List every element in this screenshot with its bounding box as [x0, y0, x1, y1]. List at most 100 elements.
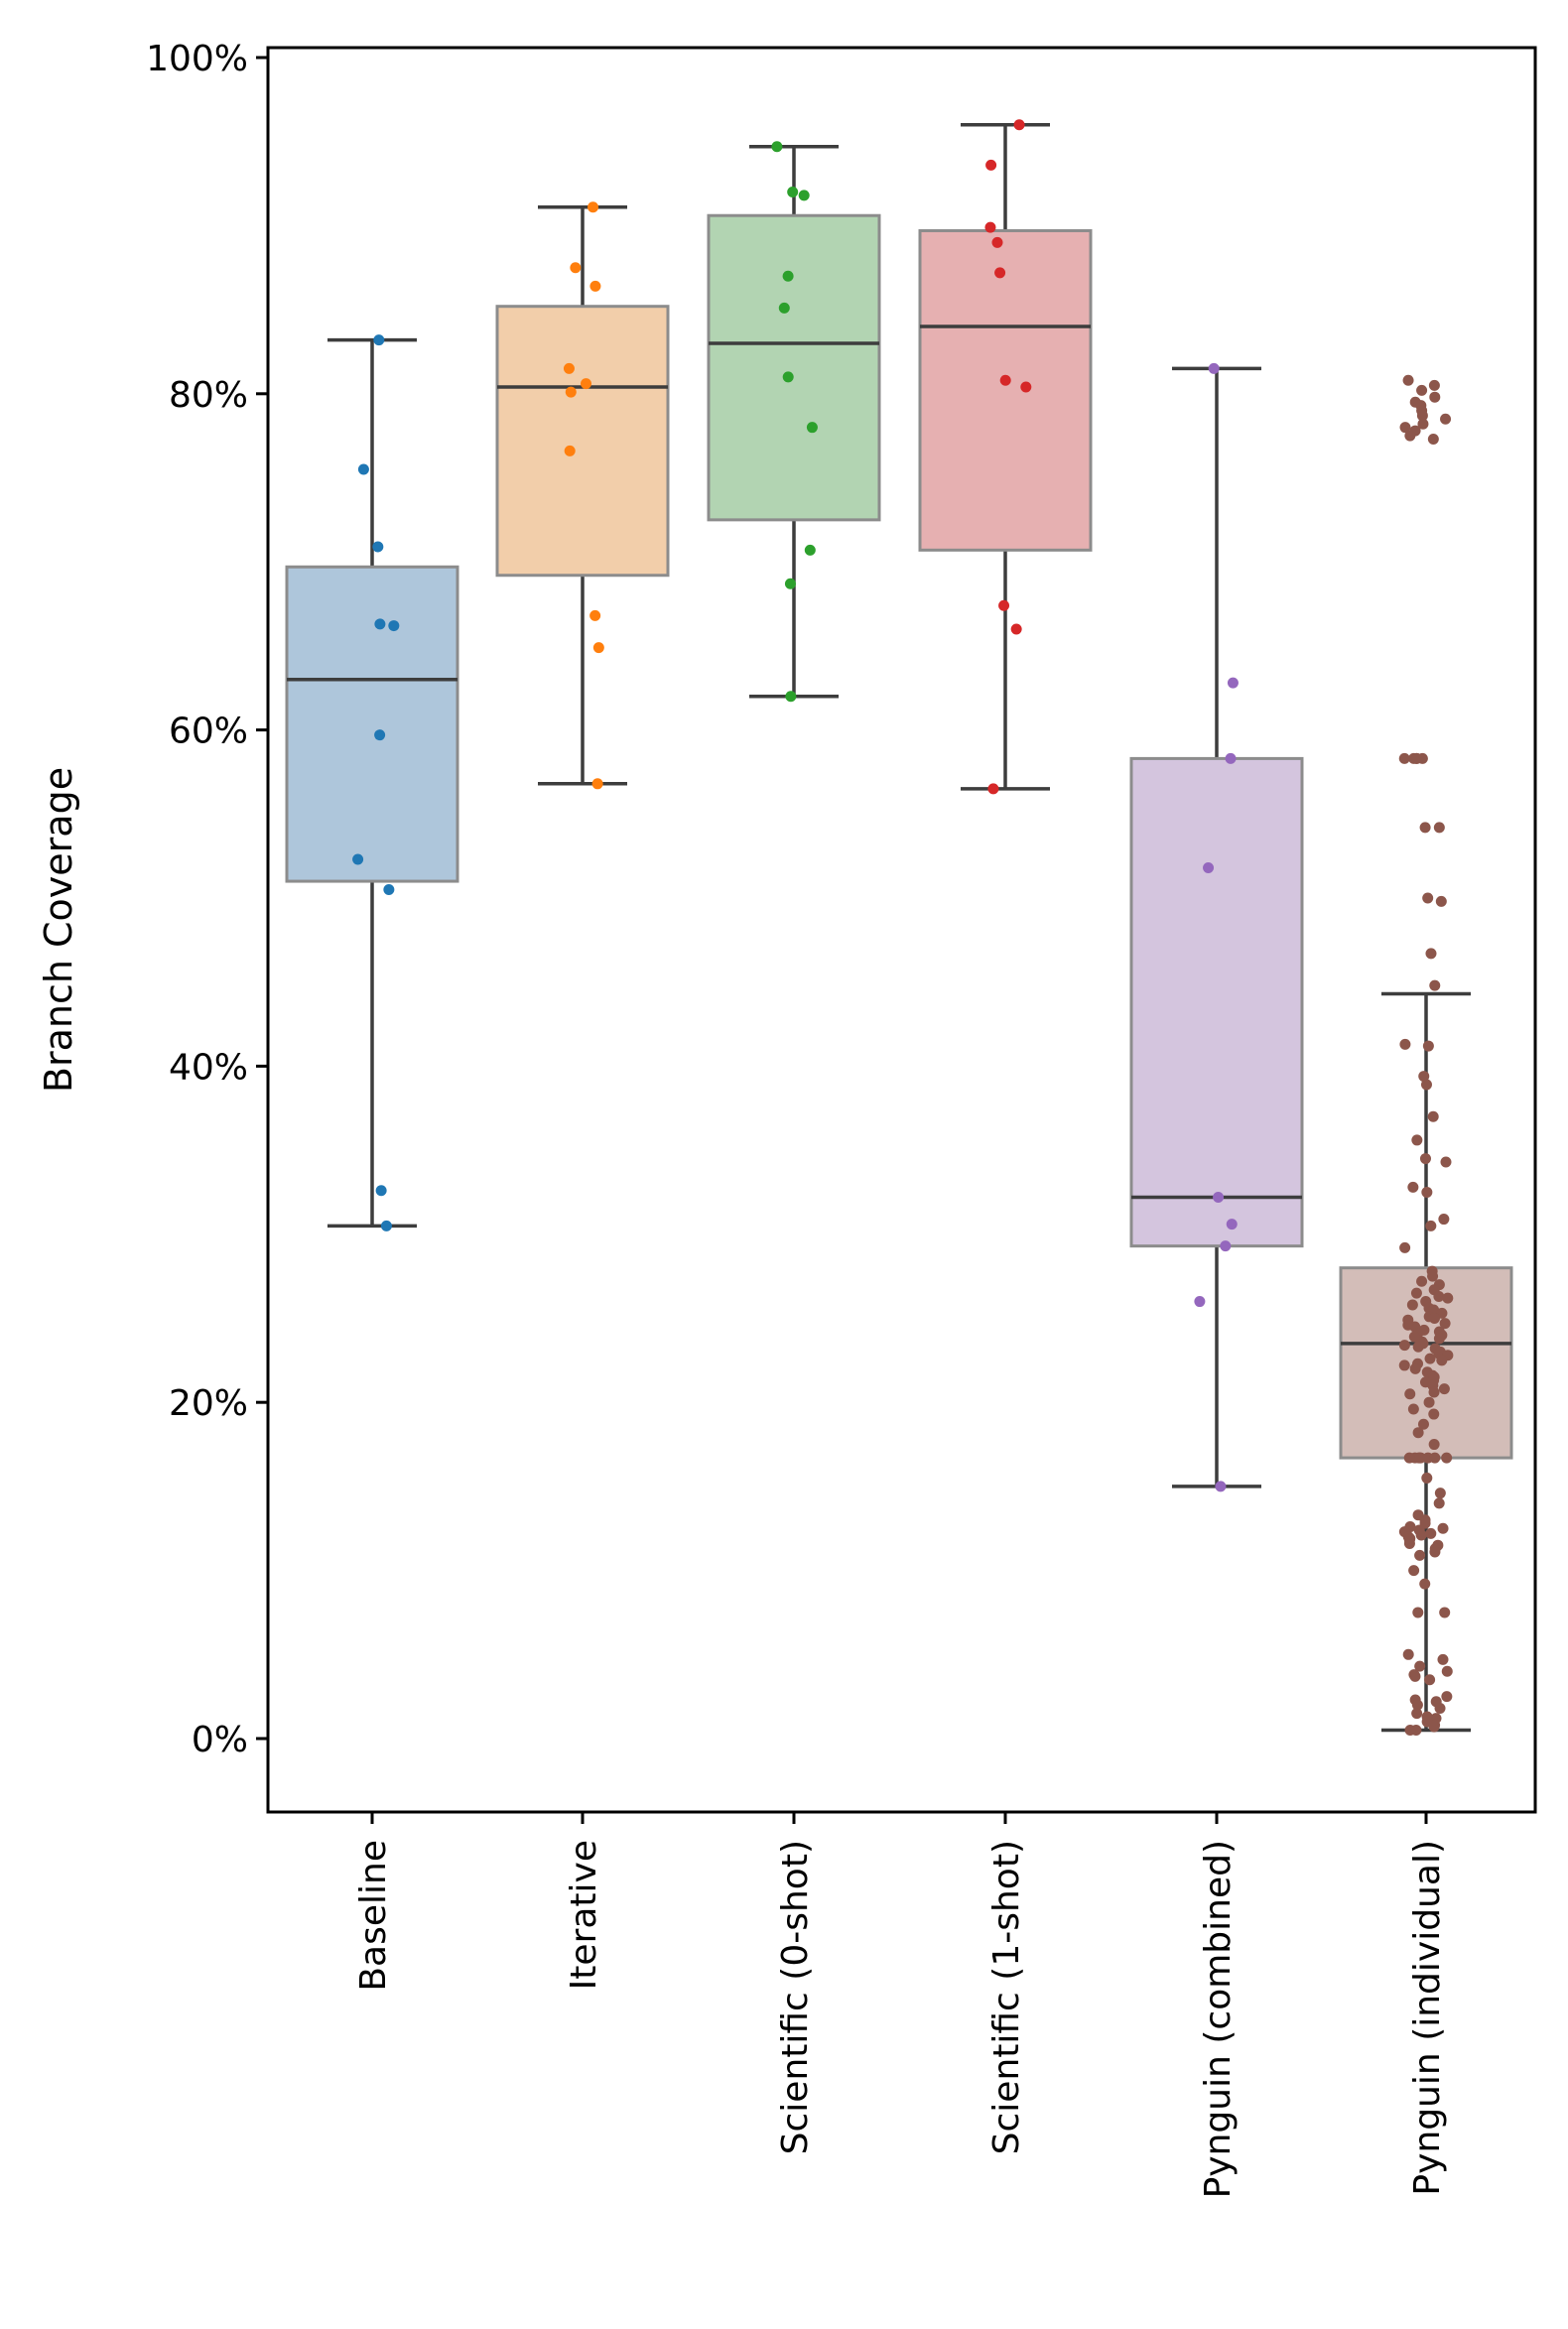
data-point: [1402, 374, 1414, 386]
data-point: [1408, 752, 1420, 764]
y-tick-label: 60%: [169, 712, 248, 752]
data-point: [787, 187, 799, 198]
data-point: [1226, 1219, 1238, 1230]
data-point: [1427, 434, 1439, 446]
data-point: [592, 642, 604, 654]
data-point: [1435, 895, 1447, 907]
data-point: [1429, 391, 1441, 403]
data-point: [1194, 1296, 1206, 1308]
data-point: [1398, 752, 1410, 764]
data-point: [1227, 677, 1239, 689]
data-point: [1425, 1527, 1437, 1539]
data-point: [1428, 1721, 1440, 1733]
x-tick-label: Iterative: [564, 1840, 604, 1990]
data-point: [987, 783, 999, 795]
data-point: [1407, 1403, 1419, 1415]
data-point: [1433, 822, 1445, 834]
data-point: [352, 853, 364, 865]
data-points: [352, 119, 1454, 1737]
data-point: [1442, 1292, 1454, 1304]
data-point: [1423, 1396, 1435, 1408]
x-tick-label: Baseline: [353, 1840, 394, 1992]
data-point: [1409, 1362, 1421, 1374]
data-point: [1225, 752, 1237, 764]
box-5: [1129, 366, 1304, 1488]
data-point: [1399, 1241, 1411, 1253]
y-tick-label: 20%: [169, 1383, 248, 1424]
y-axis-title: Branch Coverage: [37, 767, 80, 1093]
data-point: [1411, 1708, 1423, 1720]
data-point: [1413, 1452, 1425, 1464]
y-tick-label: 40%: [169, 1047, 248, 1088]
data-point: [806, 422, 818, 434]
data-point: [589, 609, 601, 621]
data-point: [798, 190, 810, 201]
data-point: [589, 280, 601, 292]
data-point: [1398, 1340, 1410, 1352]
data-point: [1402, 1648, 1414, 1660]
data-point: [1203, 862, 1215, 874]
data-point: [1434, 1703, 1446, 1715]
data-point: [1439, 1607, 1451, 1618]
data-point: [1436, 1355, 1448, 1366]
data-point: [1408, 1565, 1420, 1577]
y-axis: 0% 20% 40% 60% 80% 100%: [146, 39, 268, 1760]
data-point: [1428, 1386, 1440, 1398]
data-point: [1433, 1497, 1445, 1509]
data-point: [1440, 413, 1452, 425]
data-point: [1416, 384, 1428, 396]
data-point: [1398, 1359, 1410, 1371]
box-1: [285, 337, 459, 1229]
data-point: [1399, 422, 1411, 434]
data-point: [1429, 1546, 1441, 1558]
box-2: [495, 205, 670, 786]
data-point: [1418, 1071, 1430, 1083]
data-point: [1208, 362, 1220, 374]
data-point: [357, 463, 369, 475]
data-point: [782, 371, 794, 383]
iqr-box: [285, 565, 459, 883]
data-point: [1427, 1110, 1439, 1122]
data-point: [994, 267, 1006, 279]
data-point: [1409, 1670, 1421, 1682]
data-point: [1433, 1333, 1445, 1345]
data-point: [1411, 1134, 1423, 1146]
data-point: [1411, 1699, 1423, 1711]
data-point: [1422, 1040, 1434, 1052]
data-point: [563, 362, 575, 374]
data-point: [1428, 1408, 1440, 1420]
data-point: [1412, 1427, 1424, 1439]
data-point: [1428, 1313, 1440, 1324]
data-point: [991, 236, 1003, 248]
data-point: [380, 1220, 392, 1231]
data-point: [588, 201, 599, 213]
data-point: [1441, 1691, 1453, 1703]
data-point: [1213, 1192, 1225, 1204]
data-point: [984, 221, 996, 233]
data-point: [771, 141, 783, 153]
x-tick-label: Scientific (1-shot): [986, 1840, 1027, 2154]
box-3: [707, 145, 881, 699]
data-point: [1422, 892, 1434, 904]
x-tick-label: Scientific (0-shot): [775, 1840, 816, 2154]
data-point: [1403, 1537, 1415, 1549]
data-point: [785, 691, 797, 703]
data-point: [1220, 1240, 1232, 1252]
data-point: [383, 884, 395, 896]
data-point: [1424, 1353, 1436, 1364]
data-point: [372, 541, 384, 553]
data-point: [1416, 410, 1428, 422]
data-point: [1403, 1452, 1415, 1464]
data-point: [1404, 1725, 1416, 1737]
data-point: [591, 778, 603, 790]
data-point: [1417, 418, 1429, 430]
y-tick-label: 0%: [192, 1720, 248, 1760]
data-point: [1412, 1607, 1424, 1618]
data-point: [1013, 119, 1025, 131]
data-point: [999, 374, 1011, 386]
data-point: [374, 729, 386, 741]
data-point: [1416, 1275, 1428, 1287]
data-point: [778, 302, 790, 314]
data-point: [782, 270, 794, 282]
iqr-box: [707, 213, 881, 522]
